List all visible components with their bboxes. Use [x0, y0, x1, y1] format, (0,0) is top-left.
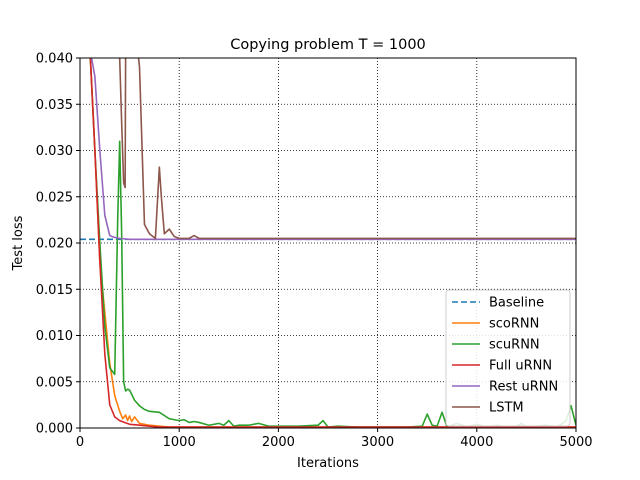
legend-label: scuRNN: [489, 338, 540, 353]
chart-title: Copying problem T = 1000: [230, 37, 426, 53]
legend-label: scoRNN: [489, 317, 539, 332]
x-tick-label: 4000: [460, 435, 493, 450]
legend-label: LSTM: [489, 401, 524, 416]
x-axis: 0 1000 2000 3000 4000 5000: [76, 428, 593, 450]
y-tick-label: 0.000: [36, 422, 73, 437]
series-lines: [80, 58, 576, 428]
y-tick-label: 0.035: [36, 98, 73, 113]
x-tick-label: 5000: [559, 435, 592, 450]
legend-label: Rest uRNN: [489, 380, 558, 395]
x-axis-label: Iterations: [297, 456, 359, 471]
y-tick-label: 0.015: [36, 283, 73, 298]
legend-box: [445, 289, 571, 427]
legend-label: Baseline: [489, 296, 544, 311]
y-tick-label: 0.040: [36, 52, 73, 67]
series-line-rest-urnn: [90, 58, 576, 241]
y-axis: 0.000 0.005 0.010 0.015 0.020 0.025 0.030 0.035…: [36, 52, 80, 437]
y-tick-label: 0.030: [36, 144, 73, 159]
y-tick-label: 0.005: [36, 375, 73, 390]
series-line-full-urnn: [89, 58, 576, 428]
y-tick-label: 0.020: [36, 237, 73, 252]
x-tick-label: 3000: [361, 435, 394, 450]
series-line-lstm: [118, 58, 576, 240]
x-tick-label: 1000: [163, 435, 196, 450]
y-tick-label: 0.010: [36, 329, 73, 344]
x-tick-label: 2000: [262, 435, 295, 450]
x-tick-label: 0: [76, 435, 84, 450]
legend: Baseline scoRNN scuRNN Full uRNN Rest uRNN LS…: [445, 289, 571, 427]
y-axis-label: Test loss: [11, 215, 26, 271]
y-tick-label: 0.025: [36, 190, 73, 205]
legend-label: Full uRNN: [489, 359, 552, 374]
